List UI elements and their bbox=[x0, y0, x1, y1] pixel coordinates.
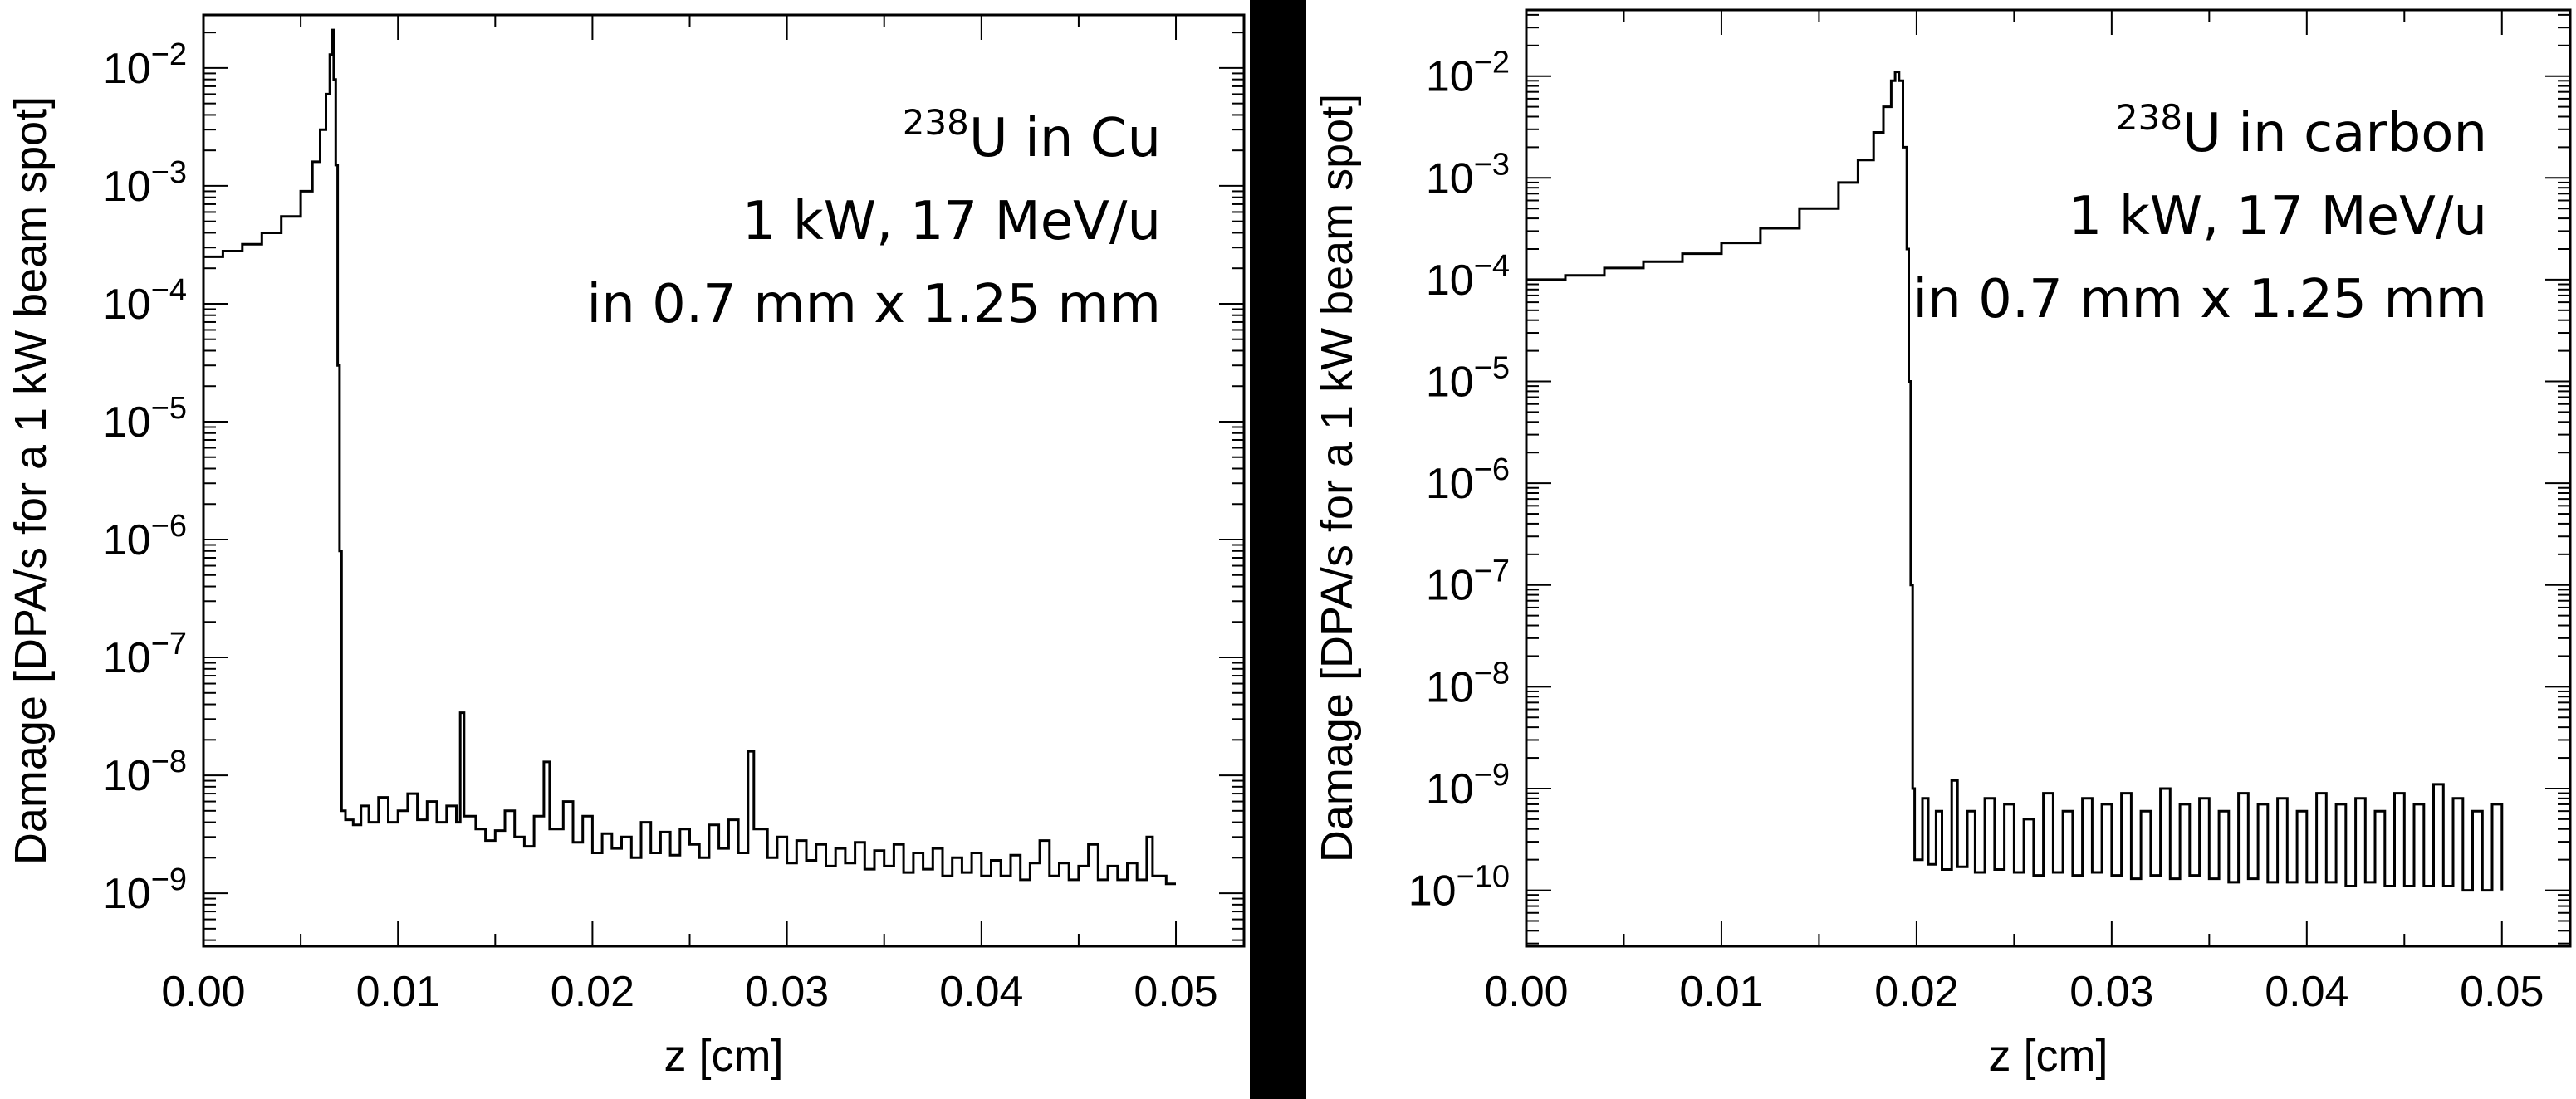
x-tick-label: 0.03 bbox=[2069, 968, 2153, 1016]
y-tick-label: 10−5 bbox=[103, 391, 187, 447]
annotation-line3: in 0.7 mm x 1.25 mm bbox=[1912, 269, 2487, 330]
y-tick-label: 10−7 bbox=[103, 627, 187, 682]
x-tick-label: 0.02 bbox=[551, 968, 634, 1016]
y-tick-label: 10−8 bbox=[103, 745, 187, 800]
annotation-line2: 1 kW, 17 MeV/u bbox=[2069, 186, 2487, 247]
annotation-line1: 238U in carbon bbox=[2116, 97, 2487, 164]
x-tick-label: 0.00 bbox=[161, 968, 245, 1016]
chart-panel-left: 10−2 10−3 10−4 10−5 10−6 10−7 10−8 10−9 0.00 0.01… bbox=[0, 0, 1250, 1099]
y-tick-label: 10−3 bbox=[1426, 147, 1510, 203]
x-axis-title: z [cm] bbox=[664, 1031, 784, 1081]
y-tick-label: 10−4 bbox=[1426, 249, 1510, 305]
y-tick-label: 10−9 bbox=[103, 862, 187, 918]
y-tick-label: 10−9 bbox=[1426, 758, 1510, 813]
y-tick-label: 10−2 bbox=[1426, 46, 1510, 101]
x-axis-title: z [cm] bbox=[1989, 1031, 2108, 1081]
x-tick-label: 0.03 bbox=[745, 968, 829, 1016]
x-tick-label: 0.04 bbox=[939, 968, 1023, 1016]
annotation-line2: 1 kW, 17 MeV/u bbox=[742, 191, 1161, 252]
y-tick-label: 10−2 bbox=[103, 37, 187, 93]
x-tick-label: 0.05 bbox=[2460, 968, 2544, 1016]
y-tick-label: 10−10 bbox=[1408, 860, 1510, 916]
y-tick-label: 10−7 bbox=[1426, 554, 1510, 610]
data-series-line bbox=[1526, 71, 2504, 892]
plot-frame bbox=[202, 13, 1246, 948]
y-tick-label: 10−6 bbox=[103, 509, 187, 564]
annotation-line1: 238U in Cu bbox=[903, 102, 1161, 169]
x-tick-label: 0.00 bbox=[1484, 968, 1568, 1016]
y-tick-label: 10−8 bbox=[1426, 656, 1510, 711]
x-tick-label: 0.01 bbox=[356, 968, 440, 1016]
chart-svg-left: 10−2 10−3 10−4 10−5 10−6 10−7 10−8 10−9 0.00 0.01… bbox=[6, 13, 1246, 1081]
x-tick-label: 0.05 bbox=[1134, 968, 1217, 1016]
y-tick-label: 10−4 bbox=[103, 273, 187, 329]
y-axis-title: Damage [DPA/s for a 1 kW beam spot] bbox=[6, 96, 56, 865]
y-tick-label: 10−5 bbox=[1426, 351, 1510, 407]
x-tick-label: 0.02 bbox=[1874, 968, 1958, 1016]
data-series-line bbox=[203, 28, 1176, 886]
y-tick-label: 10−3 bbox=[103, 155, 187, 211]
y-tick-label: 10−6 bbox=[1426, 452, 1510, 508]
x-tick-label: 0.04 bbox=[2265, 968, 2348, 1016]
y-axis-title: Damage [DPA/s for a 1 kW beam spot] bbox=[1312, 94, 1362, 862]
chart-panel-right: 10−2 10−3 10−4 10−5 10−6 10−7 10−8 10−9 10−10 0.0… bbox=[1306, 0, 2576, 1099]
annotation-line3: in 0.7 mm x 1.25 mm bbox=[586, 274, 1161, 335]
x-tick-label: 0.01 bbox=[1679, 968, 1763, 1016]
chart-svg-right: 10−2 10−3 10−4 10−5 10−6 10−7 10−8 10−9 10−10 0.0… bbox=[1312, 8, 2572, 1081]
plot-frame bbox=[1525, 8, 2572, 948]
